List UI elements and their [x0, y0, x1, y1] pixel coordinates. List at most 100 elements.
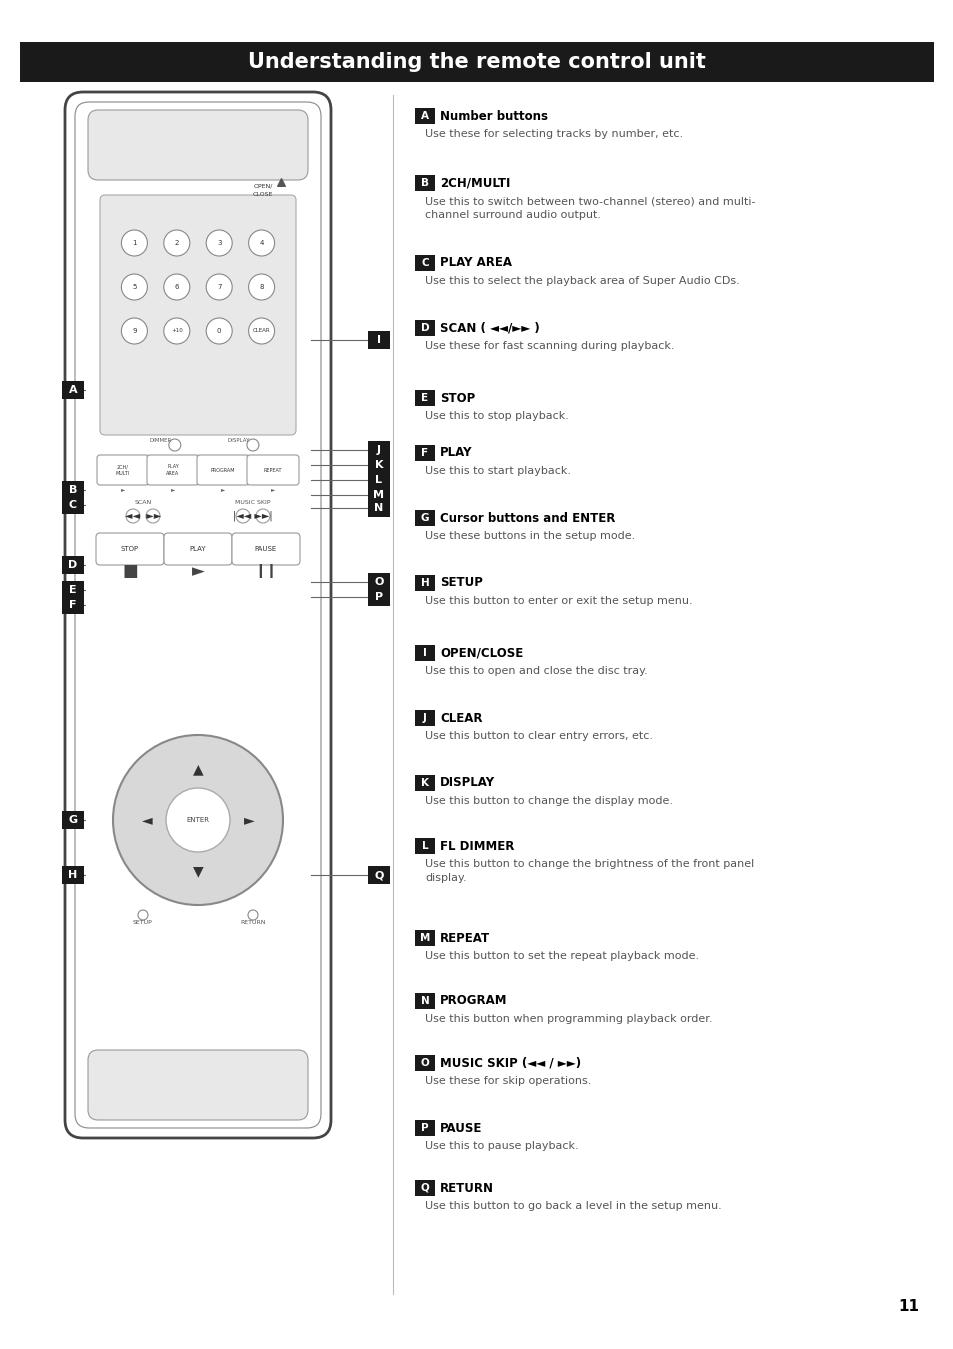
Text: SCAN ( ◄◄/►► ): SCAN ( ◄◄/►► ) [439, 321, 539, 335]
Bar [62, 596, 84, 614]
Text: RETURN: RETURN [240, 920, 266, 925]
Bar [415, 320, 435, 336]
Text: F: F [70, 600, 76, 610]
Text: SETUP: SETUP [133, 920, 152, 925]
Text: O: O [420, 1058, 429, 1068]
Bar [368, 441, 390, 459]
Bar [62, 496, 84, 514]
Text: K: K [420, 778, 429, 788]
Text: ◄◄  ►►: ◄◄ ►► [125, 511, 161, 521]
Text: Use this button to go back a level in the setup menu.: Use this button to go back a level in th… [424, 1201, 721, 1211]
Text: CLEAR: CLEAR [253, 329, 270, 333]
Text: B: B [420, 178, 429, 188]
Text: STOP: STOP [121, 546, 139, 552]
Circle shape [138, 911, 148, 920]
Text: F: F [421, 448, 428, 459]
Text: G: G [420, 513, 429, 523]
FancyBboxPatch shape [147, 455, 199, 486]
Text: I: I [376, 335, 380, 345]
Circle shape [249, 318, 274, 344]
Bar [415, 1055, 435, 1071]
Circle shape [121, 318, 148, 344]
Text: STOP: STOP [439, 391, 475, 405]
Text: J: J [422, 714, 427, 723]
Text: Use this to start playback.: Use this to start playback. [424, 465, 571, 476]
Text: B: B [69, 486, 77, 495]
Text: PROGRAM: PROGRAM [211, 468, 235, 472]
Text: ENTER: ENTER [186, 817, 210, 823]
Text: K: K [375, 460, 383, 469]
Text: H: H [420, 577, 429, 588]
Bar [415, 445, 435, 461]
Circle shape [206, 274, 232, 299]
Text: DIMMER: DIMMER [150, 438, 172, 442]
Bar [368, 573, 390, 591]
Circle shape [206, 318, 232, 344]
Text: CLOSE: CLOSE [253, 192, 273, 197]
Text: Use this button to enter or exit the setup menu.: Use this button to enter or exit the set… [424, 596, 692, 606]
Text: ►: ► [121, 487, 125, 492]
Text: 1: 1 [132, 240, 136, 246]
Text: Use this to select the playback area of Super Audio CDs.: Use this to select the playback area of … [424, 277, 739, 286]
Bar [415, 575, 435, 591]
Text: Use this to stop playback.: Use this to stop playback. [424, 411, 568, 421]
Text: Use this button when programming playback order.: Use this button when programming playbac… [424, 1014, 712, 1024]
Circle shape [255, 509, 270, 523]
Text: P: P [420, 1122, 428, 1133]
Circle shape [166, 788, 230, 853]
Text: M: M [419, 934, 430, 943]
Text: PAUSE: PAUSE [439, 1121, 482, 1135]
Circle shape [164, 229, 190, 256]
Bar [415, 838, 435, 854]
Circle shape [247, 438, 258, 451]
Text: 2CH/MULTI: 2CH/MULTI [439, 177, 510, 189]
Text: PAUSE: PAUSE [254, 546, 276, 552]
Text: Use this button to change the brightness of the front panel
display.: Use this button to change the brightness… [424, 859, 754, 884]
Text: Use these for fast scanning during playback.: Use these for fast scanning during playb… [424, 341, 674, 351]
FancyBboxPatch shape [96, 533, 164, 565]
Bar [415, 929, 435, 946]
Text: D: D [420, 322, 429, 333]
Circle shape [121, 274, 148, 299]
Text: H: H [69, 870, 77, 880]
Bar [415, 1180, 435, 1197]
Text: ►: ► [192, 563, 204, 580]
Bar [368, 588, 390, 606]
Text: PLAY AREA: PLAY AREA [439, 256, 512, 270]
Text: ►: ► [271, 487, 274, 492]
Text: REPEAT: REPEAT [263, 468, 282, 472]
Text: E: E [421, 393, 428, 403]
Bar [62, 380, 84, 399]
Bar [62, 866, 84, 884]
Point [274, 171, 289, 193]
Bar [415, 993, 435, 1009]
Text: ►: ► [221, 487, 225, 492]
Text: ▲: ▲ [193, 762, 203, 776]
Bar [368, 499, 390, 517]
Bar [415, 645, 435, 661]
Text: MUSIC SKIP: MUSIC SKIP [235, 499, 271, 505]
Text: 3: 3 [216, 240, 221, 246]
Text: ►: ► [171, 487, 175, 492]
Bar [368, 866, 390, 884]
Text: D: D [69, 560, 77, 571]
Bar [415, 774, 435, 791]
Text: SETUP: SETUP [439, 576, 482, 590]
Circle shape [112, 735, 283, 905]
Bar [415, 510, 435, 526]
Text: 8: 8 [259, 285, 264, 290]
Text: A: A [420, 111, 429, 121]
FancyBboxPatch shape [247, 455, 298, 486]
Text: Use this to open and close the disc tray.: Use this to open and close the disc tray… [424, 666, 647, 676]
Text: L: L [421, 840, 428, 851]
Circle shape [164, 318, 190, 344]
Text: 5: 5 [132, 285, 136, 290]
Bar [415, 255, 435, 271]
Bar [62, 581, 84, 599]
Bar [62, 482, 84, 499]
Circle shape [126, 509, 140, 523]
Text: Understanding the remote control unit: Understanding the remote control unit [248, 53, 705, 71]
Text: 11: 11 [897, 1299, 918, 1314]
FancyBboxPatch shape [100, 196, 295, 434]
Text: 2CH/
MULTI: 2CH/ MULTI [115, 464, 130, 476]
